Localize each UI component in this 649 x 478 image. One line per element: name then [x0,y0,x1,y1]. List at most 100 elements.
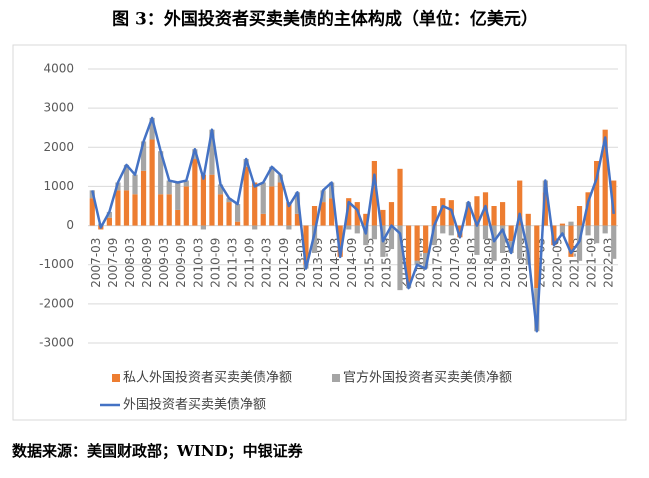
x-tick-label: 2008-09 [140,238,154,288]
bar [149,117,155,140]
bar [337,225,343,257]
bar [585,192,591,226]
bar [568,221,574,226]
bar [140,170,147,226]
x-tick-label: 2007-09 [106,238,120,288]
x-tick-label: 2012-09 [277,238,291,288]
bar [517,180,523,226]
bar [431,225,437,246]
legend-swatch [112,374,120,382]
bar [602,225,608,234]
y-tick-label: -2000 [39,296,74,310]
bar [252,225,258,230]
x-tick-label: 2021-09 [585,238,599,288]
bar [192,159,198,226]
bar [448,225,454,236]
page-title: 图 3：外国投资者买卖美债的主体构成（单位：亿美元） [112,9,538,30]
bar [371,225,377,240]
bar [474,225,480,255]
bar [414,225,420,261]
x-tick-label: 2009-09 [174,238,188,288]
legend-label: 官方外国投资者买卖美债净额 [343,370,512,386]
x-tick-label: 2020-09 [550,238,564,288]
bar [209,129,215,175]
bar [149,139,155,226]
bar [158,151,164,195]
bar [611,225,617,259]
bar [346,198,352,226]
bar [440,225,446,234]
bar [388,202,395,226]
bar [508,241,514,253]
bar [440,198,446,226]
bar [423,252,429,269]
bar [132,174,138,195]
bar [371,160,377,226]
bar [329,198,335,226]
bar [132,194,138,226]
bar [311,206,318,226]
y-tick-label: 3000 [43,101,74,115]
bar [158,194,164,226]
bar [286,202,292,226]
bar [243,166,249,226]
bar [354,225,360,234]
y-tick-label: -1000 [39,257,74,271]
bar [423,225,429,253]
bar [106,211,112,218]
bar [499,202,506,226]
source: 数据来源：美国财政部；WIND；中银证券 [12,442,304,460]
bar [482,225,489,240]
bar [217,194,224,226]
x-tick-label: 2011-03 [226,238,240,288]
bar [525,213,531,226]
bar [269,166,275,187]
bar [363,213,369,226]
bar [226,198,232,203]
x-tick-label: 2011-09 [243,238,257,288]
chart-border [12,44,627,421]
bar [234,204,241,222]
y-tick-label: 2000 [43,140,74,154]
x-tick-label: 2012-03 [260,238,274,288]
bar [260,213,266,226]
bar [594,160,600,226]
bar [431,206,437,226]
legend-label: 外国投资者买卖美债净额 [123,397,266,413]
bar [89,198,95,226]
bar [474,196,480,226]
bar [217,184,224,195]
bar [183,186,189,226]
bar [559,223,566,226]
bar [260,182,266,214]
bar [405,225,412,285]
bar [354,202,360,226]
bar [175,209,181,226]
bar [594,225,600,244]
bar [252,182,258,226]
bar [303,225,309,265]
bar [534,225,540,289]
bar [311,225,318,253]
bar [200,225,207,230]
bar [576,206,583,226]
bar [465,206,472,226]
bar [525,225,531,265]
bar [209,174,215,226]
bar [226,202,232,226]
bar [499,225,506,253]
bar [517,225,523,259]
bar [397,225,403,291]
bar [491,206,497,226]
bar [585,225,591,236]
bar [542,192,548,226]
bar [234,221,241,226]
bar [183,180,189,187]
bar [294,213,301,226]
legend-swatch [332,374,340,382]
bar [140,141,147,171]
y-tick-label: -3000 [39,336,74,350]
x-tick-label: 2017-09 [448,238,462,288]
bar [551,225,557,246]
